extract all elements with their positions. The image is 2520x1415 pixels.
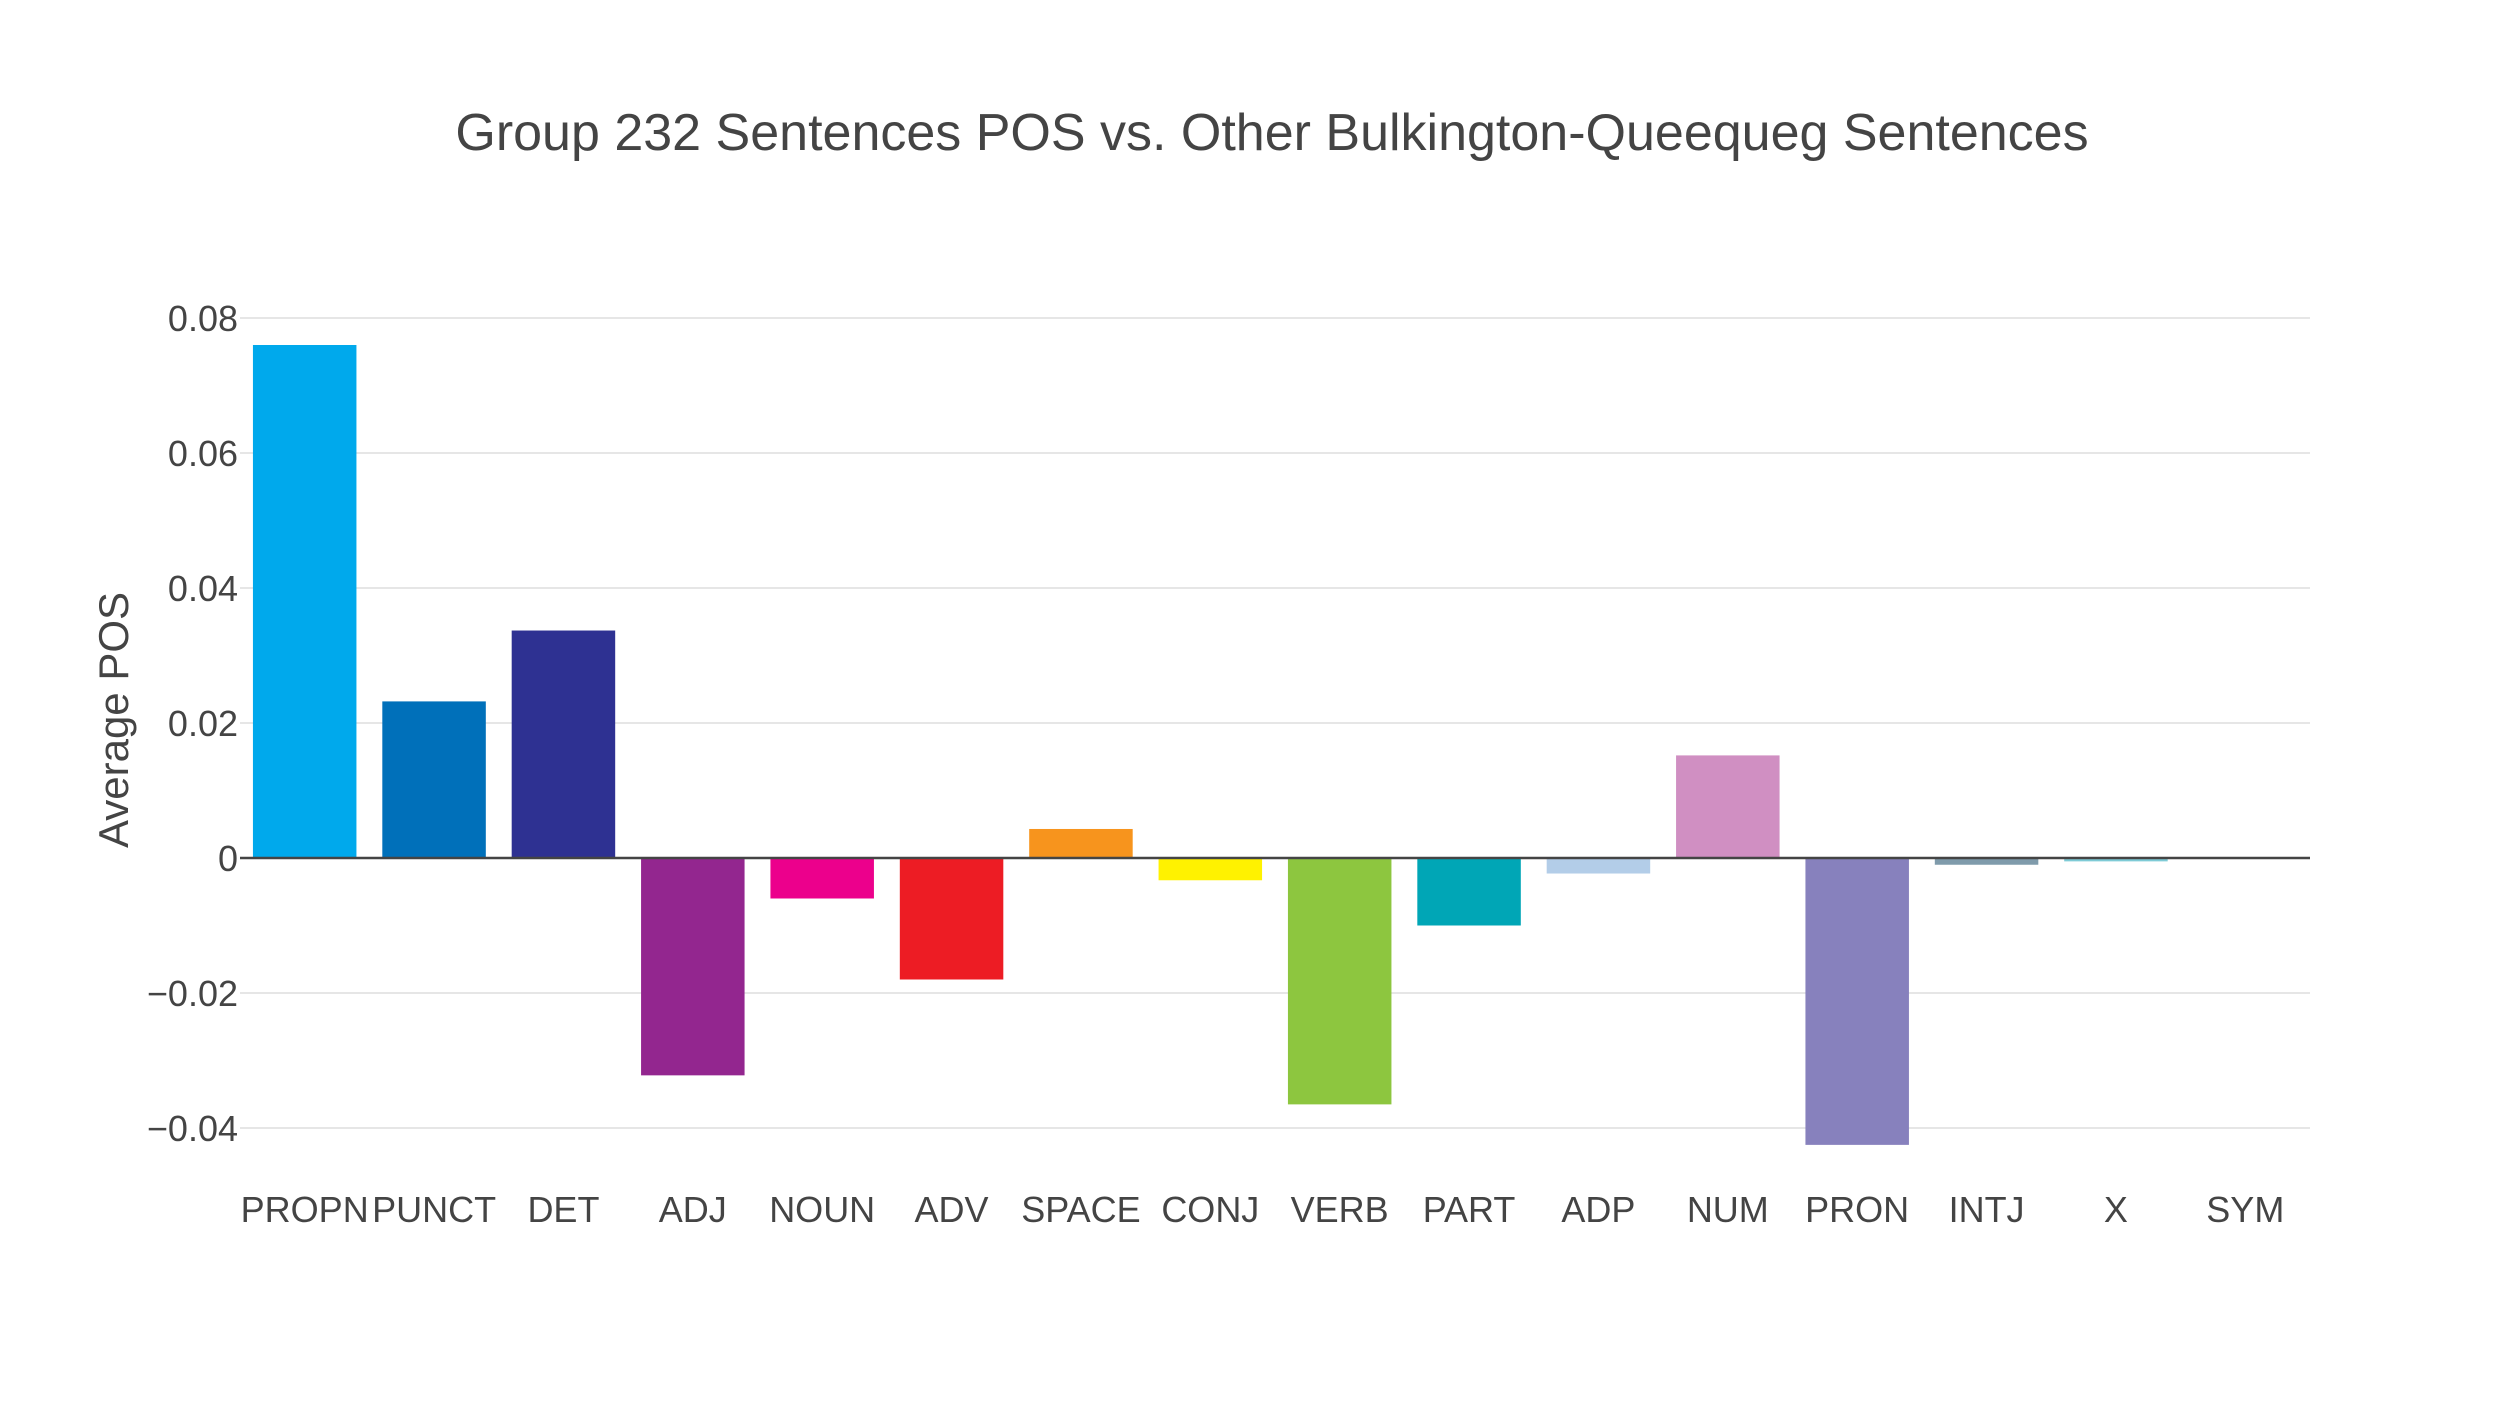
bar-verb[interactable] [1287, 858, 1392, 1105]
x-tick-label: SPACE [1021, 1189, 1140, 1230]
chart-title: Group 232 Sentences POS vs. Other Bulkin… [455, 104, 2088, 162]
bar-num[interactable] [1676, 755, 1780, 858]
y-tick-label: 0.06 [168, 433, 238, 474]
x-tick-label: SYM [2206, 1189, 2284, 1230]
x-tick-label: PART [1423, 1189, 1516, 1230]
bar-intj[interactable] [1934, 858, 2039, 865]
bar-propn[interactable] [252, 345, 357, 858]
bar-space[interactable] [1029, 828, 1133, 858]
x-tick-label: INTJ [1949, 1189, 2025, 1230]
y-tick-label: −0.04 [147, 1108, 238, 1149]
y-tick-label: 0 [218, 838, 238, 879]
bar-pron[interactable] [1805, 858, 1909, 1145]
y-tick-labels: 0.08 0.06 0.04 0.02 0 −0.02 −0.04 [147, 298, 238, 1149]
y-tick-label: 0.02 [168, 703, 238, 744]
y-tick-label: 0.04 [168, 568, 238, 609]
y-axis-title: Average POS [90, 592, 137, 848]
x-tick-label: PROPN [241, 1189, 369, 1230]
x-tick-label: CONJ [1161, 1189, 1259, 1230]
bars [252, 345, 2168, 1145]
bar-adj[interactable] [641, 858, 745, 1076]
x-tick-label: ADJ [659, 1189, 727, 1230]
bar-det[interactable] [511, 630, 616, 858]
x-tick-label: NUM [1687, 1189, 1769, 1230]
bar-x[interactable] [2064, 858, 2168, 862]
x-tick-labels: PROPN PUNCT DET ADJ NOUN ADV SPACE CONJ VERB PART… [241, 1189, 2285, 1230]
x-tick-label: DET [527, 1189, 599, 1230]
x-tick-label: PUNCT [372, 1189, 496, 1230]
bar-noun[interactable] [770, 858, 874, 899]
x-tick-label: PRON [1805, 1189, 1909, 1230]
bar-part[interactable] [1417, 858, 1521, 926]
y-tick-label: 0.08 [168, 298, 238, 339]
x-tick-label: X [2104, 1189, 2128, 1230]
bar-adp[interactable] [1546, 858, 1651, 874]
y-tick-label: −0.02 [147, 973, 238, 1014]
bar-conj[interactable] [1158, 858, 1263, 881]
x-tick-label: NOUN [769, 1189, 875, 1230]
bar-adv[interactable] [899, 858, 1004, 980]
x-tick-label: ADP [1561, 1189, 1635, 1230]
bar-punct[interactable] [382, 701, 486, 858]
x-tick-label: VERB [1291, 1189, 1389, 1230]
x-tick-label: ADV [915, 1189, 989, 1230]
